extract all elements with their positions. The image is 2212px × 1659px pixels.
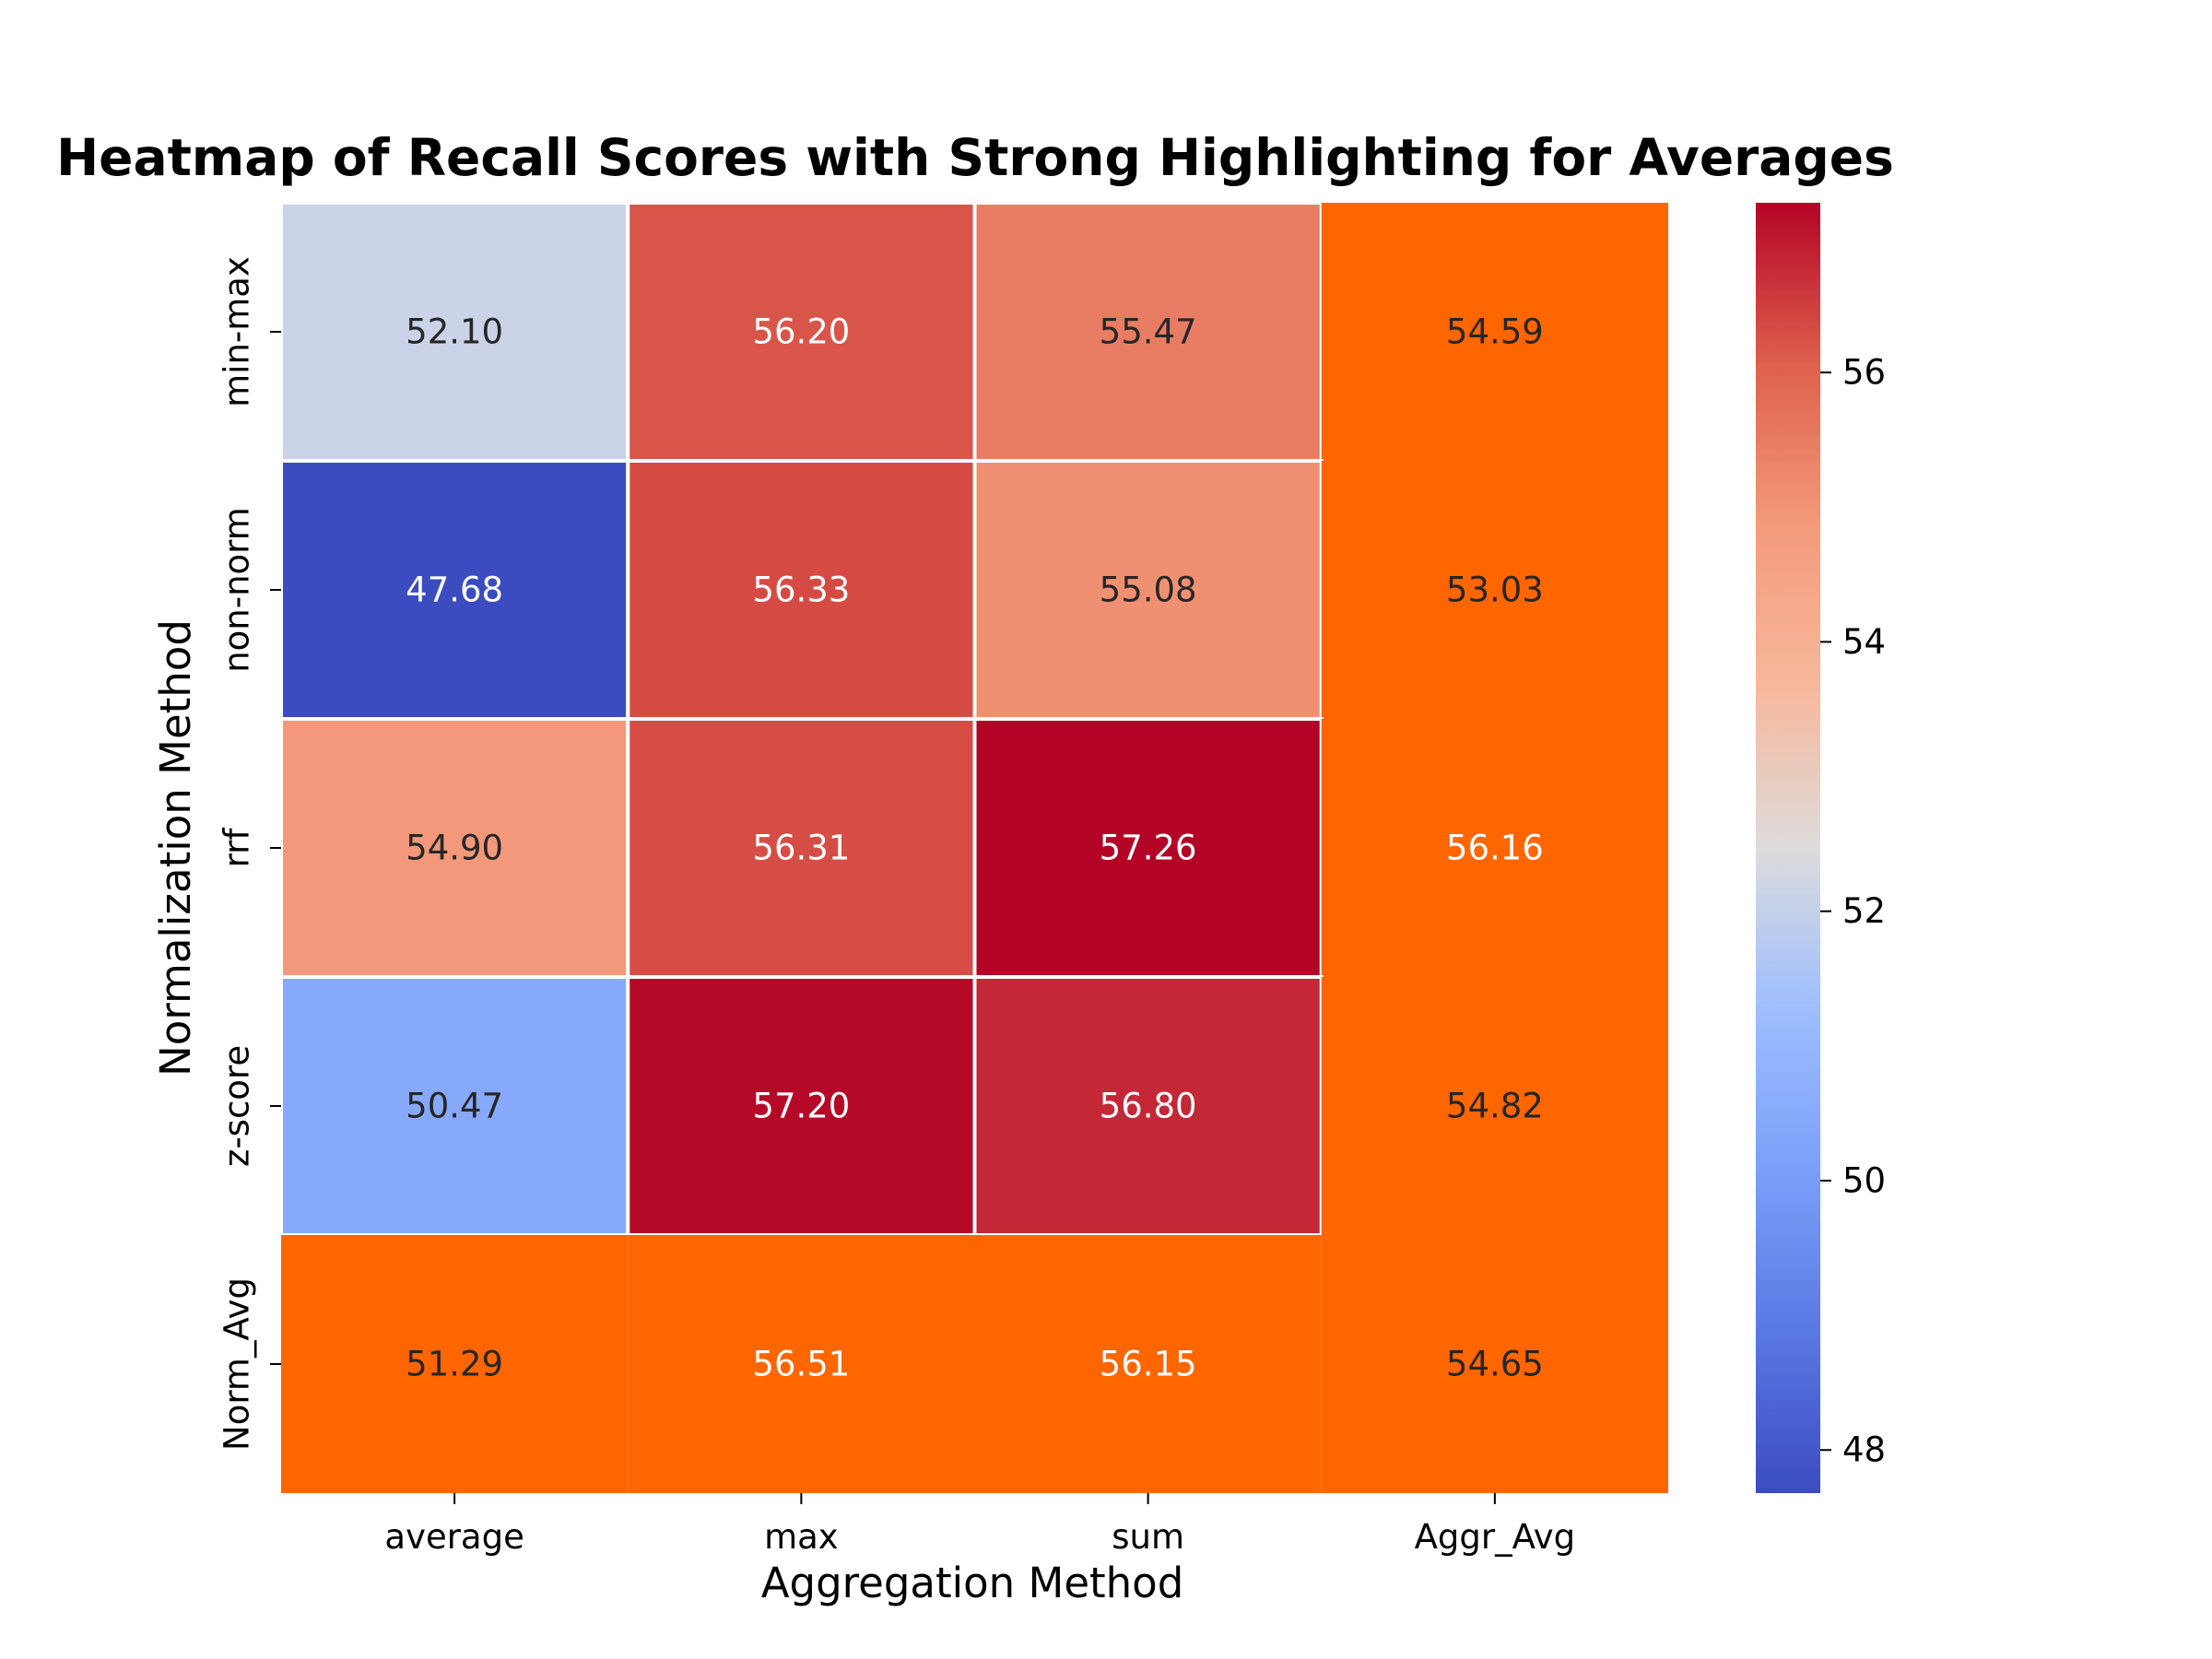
colorbar-ticks: 48 50 52 54 56: [1820, 353, 1886, 1470]
y-tick-label: z-score: [218, 1045, 257, 1167]
cell-value-label: 56.16: [1446, 829, 1544, 868]
heatmap-cell: [279, 717, 630, 979]
colorbar-tick-label: 52: [1842, 891, 1886, 931]
x-tick-label: Aggr_Avg: [1415, 1517, 1576, 1557]
colorbar: [1756, 203, 1820, 1493]
cell-value-label: 51.29: [406, 1345, 503, 1384]
y-tick-label: rrf: [218, 828, 257, 868]
colorbar-tick-label: 56: [1842, 353, 1886, 393]
y-tick-label: min-max: [218, 256, 257, 407]
cell-value-label: 47.68: [406, 571, 503, 610]
cell-value-label: 50.47: [406, 1087, 503, 1126]
x-tick-label: average: [384, 1517, 524, 1557]
x-tick-label: max: [764, 1517, 839, 1557]
cell-value-label: 56.33: [752, 571, 850, 610]
heatmap-cell: [281, 1235, 629, 1493]
heatmap-cell: [279, 975, 630, 1237]
heatmap-cell: [1321, 977, 1668, 1235]
heatmap-cell: [1321, 1235, 1668, 1493]
x-tick-label: sum: [1112, 1517, 1184, 1557]
chart-title: Heatmap of Recall Scores with Strong Hig…: [56, 128, 1894, 187]
heatmap-cell: [626, 975, 977, 1237]
cell-value-label: 56.20: [752, 312, 850, 352]
cell-value-label: 54.59: [1446, 312, 1544, 352]
cell-value-label: 57.20: [752, 1087, 850, 1126]
cell-value-label: 54.65: [1446, 1345, 1544, 1384]
cell-value-label: 52.10: [406, 312, 503, 352]
x-axis-label: Aggregation Method: [761, 1559, 1184, 1607]
heatmap-cell: [1321, 203, 1668, 461]
cell-value-label: 56.31: [752, 829, 850, 868]
heatmap-cell: [1321, 461, 1668, 719]
heatmap-cell: [626, 717, 977, 979]
y-axis-label: Normalization Method: [151, 619, 200, 1077]
cell-value-label: 56.80: [1100, 1087, 1197, 1126]
heatmap-cell: [1321, 719, 1668, 977]
heatmap-cell: [628, 1235, 975, 1493]
y-tick-label: non-norm: [218, 507, 257, 673]
heatmap-cell: [279, 201, 630, 463]
cell-value-label: 53.03: [1446, 571, 1544, 610]
cell-value-label: 55.47: [1100, 312, 1197, 352]
y-tick-label: Norm_Avg: [218, 1277, 257, 1451]
colorbar-tick-label: 50: [1842, 1160, 1886, 1200]
heatmap-cell: [972, 201, 1324, 463]
cell-value-label: 55.08: [1100, 571, 1197, 610]
cell-value-label: 57.26: [1100, 829, 1197, 868]
colorbar-tick-label: 54: [1842, 622, 1886, 662]
colorbar-tick-label: 48: [1842, 1430, 1886, 1470]
heatmap-cell: [974, 1235, 1322, 1493]
heatmap-cell: [626, 201, 977, 463]
x-axis-ticks: average max sum Aggr_Avg: [384, 1493, 1575, 1557]
heatmap-cells: 52.10 56.20 55.47 54.59 47.68 56.33 55.08 53.03…: [279, 201, 1668, 1493]
cell-value-label: 54.90: [406, 829, 503, 868]
y-axis-ticks: min-max non-norm rrf z-score Norm_Avg: [218, 256, 281, 1451]
cell-value-label: 54.82: [1446, 1087, 1544, 1126]
cell-value-label: 56.15: [1100, 1345, 1197, 1384]
cell-value-label: 56.51: [752, 1345, 850, 1384]
